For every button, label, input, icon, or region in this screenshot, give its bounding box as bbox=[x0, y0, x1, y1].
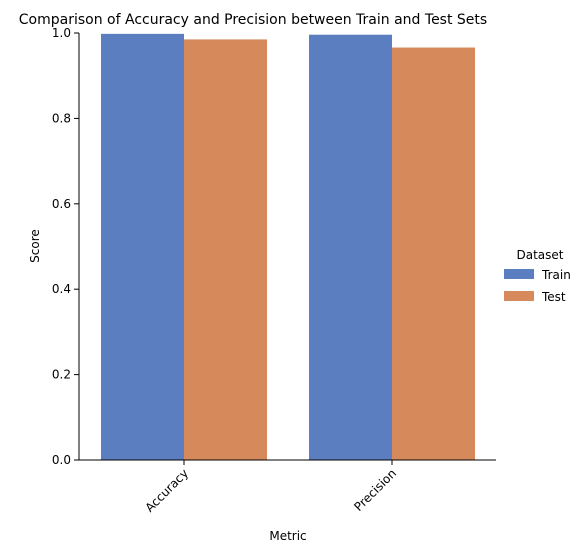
y-tick-label: 0.2 bbox=[52, 368, 71, 382]
bar-test-accuracy bbox=[184, 39, 267, 460]
y-tick-label: 0.8 bbox=[52, 111, 71, 125]
y-tick-label: 1.0 bbox=[52, 26, 71, 40]
x-ticks-group: Accuracy Precision bbox=[142, 460, 399, 515]
chart-title: Comparison of Accuracy and Precision bet… bbox=[19, 12, 487, 28]
legend-label-test: Test bbox=[541, 290, 566, 304]
legend-swatch-test bbox=[504, 291, 534, 301]
legend-label-train: Train bbox=[541, 268, 571, 282]
x-tick-label-accuracy: Accuracy bbox=[142, 466, 191, 515]
bar-train-accuracy bbox=[101, 33, 184, 460]
y-tick-label: 0.4 bbox=[52, 282, 71, 296]
y-tick-label: 0.0 bbox=[52, 453, 71, 467]
x-axis-label: Metric bbox=[269, 529, 306, 543]
y-axis-label: Score bbox=[28, 229, 42, 263]
y-tick-label: 0.6 bbox=[52, 197, 71, 211]
bars-group bbox=[101, 33, 475, 460]
x-tick-label-precision: Precision bbox=[351, 466, 399, 514]
bar-train-precision bbox=[309, 34, 392, 460]
bar-test-precision bbox=[392, 47, 475, 460]
legend-title: Dataset bbox=[517, 248, 564, 262]
legend: Dataset Train Test bbox=[504, 248, 571, 304]
legend-swatch-train bbox=[504, 269, 534, 279]
y-ticks-group: 0.0 0.2 0.4 0.6 0.8 1.0 bbox=[52, 26, 79, 467]
